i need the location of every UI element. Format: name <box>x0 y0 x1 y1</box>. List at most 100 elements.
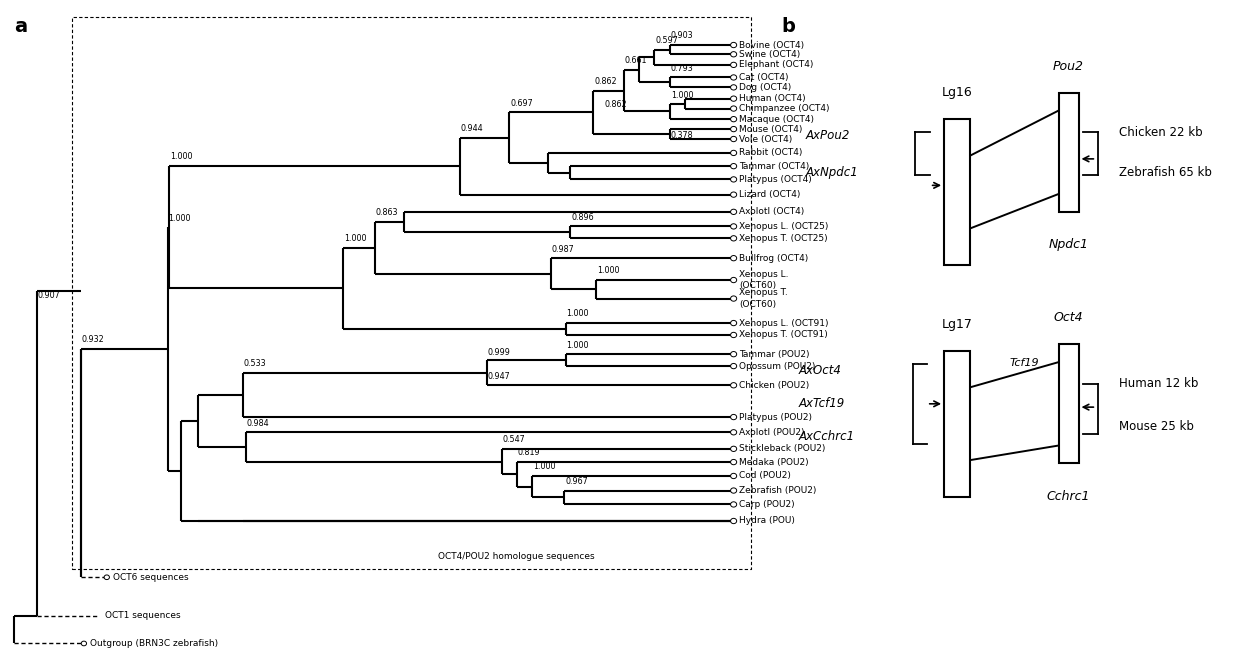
Text: Tammar (OCT4): Tammar (OCT4) <box>739 162 810 171</box>
Text: 0.597: 0.597 <box>655 36 678 45</box>
Text: a: a <box>14 17 27 36</box>
Text: AxCchrc1: AxCchrc1 <box>799 430 854 444</box>
Text: Human 12 kb: Human 12 kb <box>1120 377 1199 391</box>
Text: Mouse 25 kb: Mouse 25 kb <box>1120 420 1194 434</box>
Text: 0.547: 0.547 <box>502 435 526 444</box>
Text: AxPou2: AxPou2 <box>806 129 849 142</box>
Circle shape <box>730 209 737 214</box>
Text: 1.000: 1.000 <box>343 234 367 243</box>
Text: 1.000: 1.000 <box>567 309 589 318</box>
Text: Xenopus L.: Xenopus L. <box>739 269 789 279</box>
Text: Chicken (POU2): Chicken (POU2) <box>739 381 810 390</box>
Circle shape <box>730 430 737 435</box>
Text: Platypus (POU2): Platypus (POU2) <box>739 412 812 422</box>
Circle shape <box>730 363 737 369</box>
Circle shape <box>730 256 737 261</box>
Text: 0.947: 0.947 <box>487 371 510 381</box>
Circle shape <box>730 96 737 101</box>
Text: Chimpanzee (OCT4): Chimpanzee (OCT4) <box>739 104 830 113</box>
Text: 0.944: 0.944 <box>460 124 484 133</box>
Text: 1.000: 1.000 <box>671 91 693 100</box>
Circle shape <box>730 62 737 68</box>
Circle shape <box>730 352 737 357</box>
Circle shape <box>730 277 737 283</box>
Circle shape <box>730 518 737 524</box>
Text: Zebrafish 65 kb: Zebrafish 65 kb <box>1120 166 1211 179</box>
Circle shape <box>730 502 737 507</box>
Circle shape <box>730 224 737 229</box>
Text: 1.000: 1.000 <box>533 462 556 471</box>
Text: 0.862: 0.862 <box>604 100 627 109</box>
Circle shape <box>730 106 737 111</box>
Text: Xenopus T.: Xenopus T. <box>739 288 787 297</box>
Text: Tcf19: Tcf19 <box>1009 358 1039 368</box>
Circle shape <box>730 296 737 301</box>
Circle shape <box>730 164 737 169</box>
Text: Tammar (POU2): Tammar (POU2) <box>739 350 810 359</box>
Text: Medaka (POU2): Medaka (POU2) <box>739 457 808 467</box>
Text: Stickleback (POU2): Stickleback (POU2) <box>739 444 826 453</box>
Text: Bovine (OCT4): Bovine (OCT4) <box>739 40 804 50</box>
Text: OCT4/POU2 homologue sequences: OCT4/POU2 homologue sequences <box>438 552 595 561</box>
Text: OCT6 sequences: OCT6 sequences <box>113 573 188 582</box>
Text: 0.533: 0.533 <box>243 359 265 368</box>
Circle shape <box>730 383 737 388</box>
Text: AxNpdc1: AxNpdc1 <box>806 166 858 179</box>
Text: Vole (OCT4): Vole (OCT4) <box>739 134 792 144</box>
Text: Xenopus L. (OCT91): Xenopus L. (OCT91) <box>739 318 828 328</box>
Bar <box>944 119 970 265</box>
Text: Mouse (OCT4): Mouse (OCT4) <box>739 124 802 134</box>
Bar <box>1059 93 1079 212</box>
Text: (OCT60): (OCT60) <box>739 300 776 309</box>
Text: 0.378: 0.378 <box>671 131 693 140</box>
Text: OCT1 sequences: OCT1 sequences <box>105 611 181 620</box>
Circle shape <box>730 150 737 156</box>
Circle shape <box>730 446 737 451</box>
Text: AxOct4: AxOct4 <box>799 364 841 377</box>
Text: 0.999: 0.999 <box>487 348 510 357</box>
Text: Opossum (POU2): Opossum (POU2) <box>739 361 816 371</box>
Text: (OCT60): (OCT60) <box>739 281 776 291</box>
Circle shape <box>730 192 737 197</box>
Text: Bullfrog (OCT4): Bullfrog (OCT4) <box>739 254 808 263</box>
Text: 1.000: 1.000 <box>598 266 620 275</box>
Circle shape <box>730 473 737 479</box>
Text: Lizard (OCT4): Lizard (OCT4) <box>739 190 800 199</box>
Text: 0.697: 0.697 <box>510 99 533 108</box>
Text: Axolotl (OCT4): Axolotl (OCT4) <box>739 207 805 216</box>
Text: 0.907: 0.907 <box>37 291 60 300</box>
Text: Platypus (OCT4): Platypus (OCT4) <box>739 175 812 184</box>
Text: 0.932: 0.932 <box>82 336 104 344</box>
Text: Chicken 22 kb: Chicken 22 kb <box>1120 126 1203 139</box>
Text: 0.661: 0.661 <box>625 56 647 66</box>
Circle shape <box>730 414 737 420</box>
Circle shape <box>730 459 737 465</box>
Text: 0.819: 0.819 <box>518 448 541 457</box>
Circle shape <box>730 117 737 122</box>
Text: 0.984: 0.984 <box>247 418 269 428</box>
Bar <box>1059 344 1079 463</box>
Text: 0.987: 0.987 <box>552 244 574 254</box>
Text: 0.896: 0.896 <box>572 213 594 222</box>
Circle shape <box>81 641 87 646</box>
Text: Cchrc1: Cchrc1 <box>1047 490 1090 503</box>
Text: Zebrafish (POU2): Zebrafish (POU2) <box>739 486 816 495</box>
Text: 0.793: 0.793 <box>671 64 693 73</box>
Circle shape <box>730 42 737 48</box>
Circle shape <box>730 177 737 182</box>
Text: Cod (POU2): Cod (POU2) <box>739 471 791 481</box>
Text: 0.863: 0.863 <box>376 209 398 217</box>
Text: Npdc1: Npdc1 <box>1049 238 1089 252</box>
Text: Rabbit (OCT4): Rabbit (OCT4) <box>739 148 802 158</box>
Circle shape <box>730 332 737 338</box>
Circle shape <box>730 126 737 132</box>
Text: Human (OCT4): Human (OCT4) <box>739 94 806 103</box>
Circle shape <box>730 488 737 493</box>
Text: Axolotl (POU2): Axolotl (POU2) <box>739 428 805 437</box>
Text: Outgroup (BRN3C zebrafish): Outgroup (BRN3C zebrafish) <box>91 639 218 648</box>
Text: Cat (OCT4): Cat (OCT4) <box>739 73 789 82</box>
Text: 0.862: 0.862 <box>594 77 616 86</box>
Text: Lg16: Lg16 <box>941 86 972 99</box>
Circle shape <box>730 320 737 326</box>
Text: Xenopus T. (OCT25): Xenopus T. (OCT25) <box>739 234 827 243</box>
